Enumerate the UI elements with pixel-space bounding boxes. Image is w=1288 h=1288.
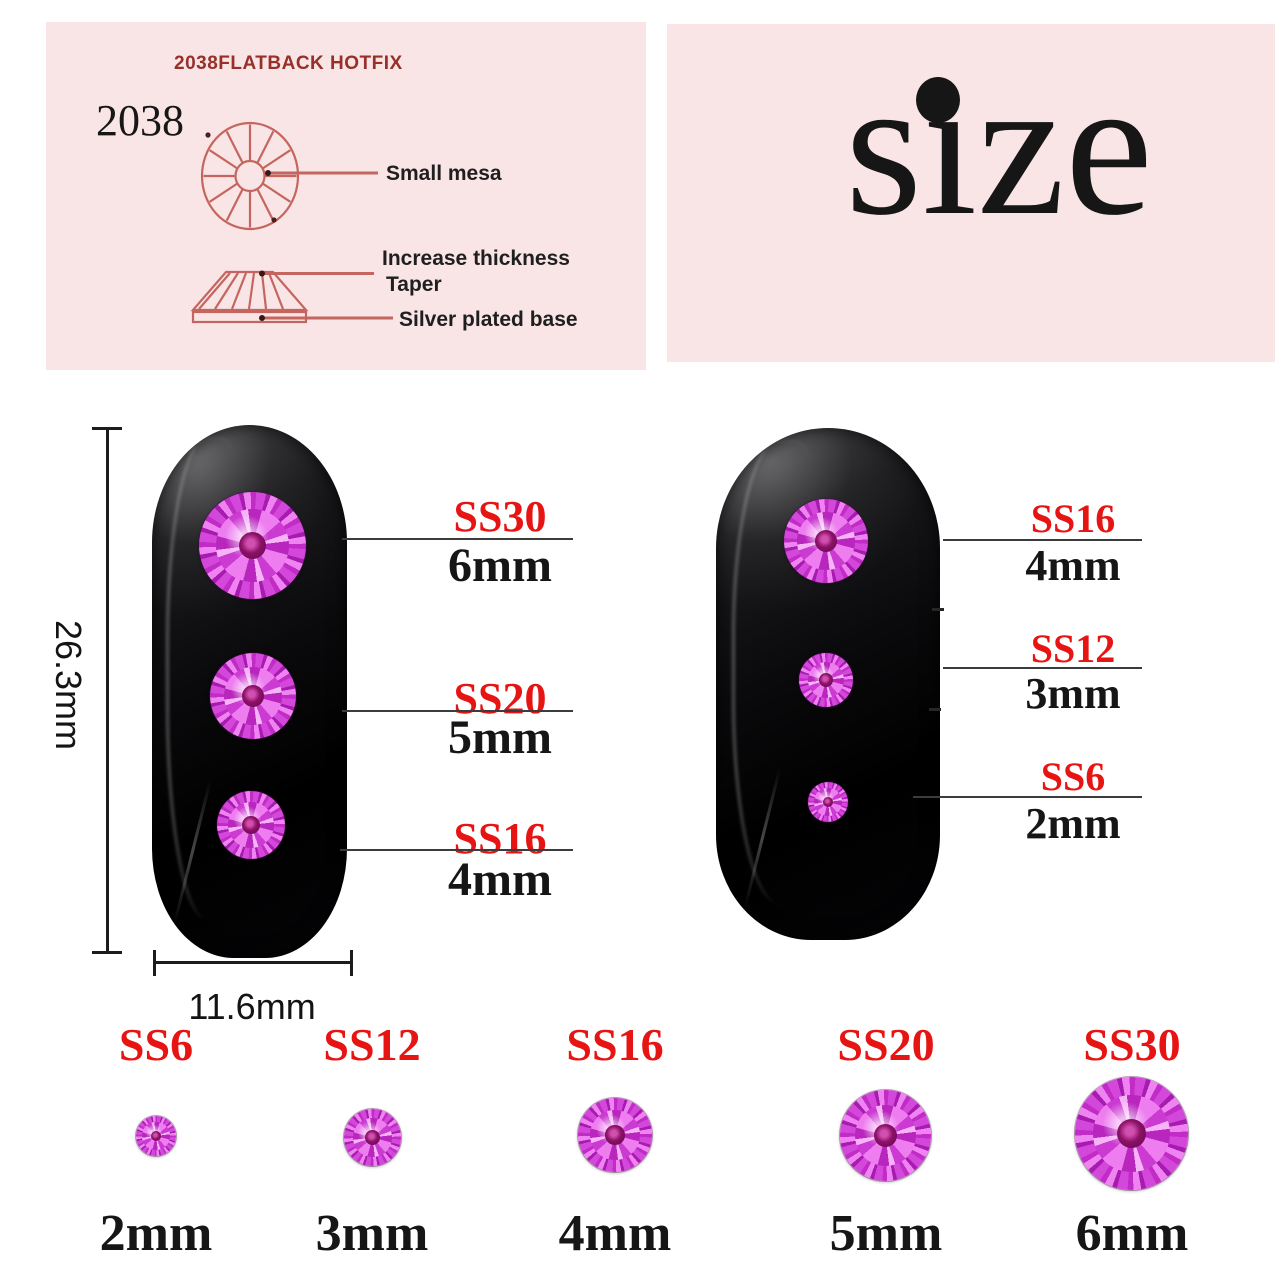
chart-mm-label: 4mm <box>558 1205 672 1262</box>
chart-mm-label: 6mm <box>1075 1205 1189 1262</box>
nail-edge-tick <box>929 708 941 711</box>
side-view-drawing <box>190 270 309 324</box>
size-i-dot <box>916 77 960 123</box>
callout-line <box>342 538 573 540</box>
nail-gloss <box>165 438 247 919</box>
width-dimension-cap-right <box>350 950 353 976</box>
chart-mm-label: 2mm <box>99 1205 213 1262</box>
chart-ss-label: SS16 <box>566 1019 664 1070</box>
gem-ss20-on-nail <box>210 653 296 739</box>
gem-ss16-on-nail <box>217 791 285 859</box>
callout-line <box>342 710 573 712</box>
chart-ss-label: SS20 <box>837 1019 935 1070</box>
gem-ss6-on-nail-right <box>808 782 848 822</box>
callout-ss-label: SS30 <box>453 492 547 541</box>
chart-gem-ss12 <box>344 1109 401 1166</box>
label-small-mesa: Small mesa <box>386 162 502 185</box>
diagram-panel: 2038FLATBACK HOTFIX 2038 <box>46 22 646 370</box>
width-dimension-line <box>153 961 353 964</box>
nail-gloss <box>731 440 825 903</box>
chart-ss-label: SS12 <box>323 1019 421 1070</box>
callout-mm-label: 2mm <box>1025 799 1121 848</box>
rim-dot <box>271 217 277 223</box>
label-increase-thickness: Increase thickness <box>382 247 570 270</box>
height-dimension-line <box>106 428 109 954</box>
chart-gem-ss30 <box>1075 1077 1188 1190</box>
gem-ss16-on-nail-right <box>784 499 868 583</box>
label-taper: Taper <box>386 273 442 296</box>
model-number: 2038 <box>96 96 184 145</box>
gem-ss30-on-nail <box>199 492 306 599</box>
callout-line <box>943 539 1142 541</box>
rhinestone-diagram: 2038FLATBACK HOTFIX 2038 <box>96 53 578 331</box>
chart-gem-ss20 <box>840 1090 931 1181</box>
chart-ss-label: SS30 <box>1083 1019 1181 1070</box>
callout-mm-label: 3mm <box>1025 669 1121 718</box>
rim-dot <box>205 132 211 138</box>
callout-mm-label: 5mm <box>448 711 552 764</box>
width-dimension-cap-left <box>153 950 156 976</box>
size-title: sıze <box>845 37 1153 256</box>
callout-line <box>943 667 1142 669</box>
height-dimension-cap-top <box>92 427 122 430</box>
chart-ss-label: SS6 <box>118 1019 194 1070</box>
nail-width-label: 11.6mm <box>188 986 316 1027</box>
callout-mm-label: 4mm <box>448 853 552 906</box>
gem-ss12-on-nail-right <box>799 653 853 707</box>
callout-ss-label: SS6 <box>1040 754 1106 799</box>
callout-mm-label: 4mm <box>1025 541 1121 590</box>
nail-height-label: 26.3mm <box>48 619 89 751</box>
callout-line <box>913 796 1142 798</box>
leader-dot <box>265 170 271 176</box>
height-dimension-cap-bottom <box>92 951 122 954</box>
callout-line <box>340 849 573 851</box>
callout-mm-label: 6mm <box>448 539 552 592</box>
chart-mm-label: 3mm <box>315 1205 429 1262</box>
size-panel: sıze <box>667 24 1275 362</box>
label-silver-plated-base: Silver plated base <box>399 308 578 331</box>
callout-ss-label: SS16 <box>453 814 547 863</box>
callout-ss-label: SS12 <box>1030 626 1116 671</box>
chart-mm-label: 5mm <box>829 1205 943 1262</box>
leader-dot <box>259 270 265 277</box>
chart-gem-ss16 <box>578 1098 652 1172</box>
chart-gem-ss6 <box>136 1116 176 1156</box>
callout-ss-label: SS16 <box>1030 496 1116 541</box>
diagram-title: 2038FLATBACK HOTFIX <box>174 53 403 74</box>
leader-dot <box>259 315 265 321</box>
nail-edge-tick <box>932 608 944 611</box>
callout-ss-label: SS20 <box>453 674 547 723</box>
top-view-drawing <box>200 121 300 231</box>
